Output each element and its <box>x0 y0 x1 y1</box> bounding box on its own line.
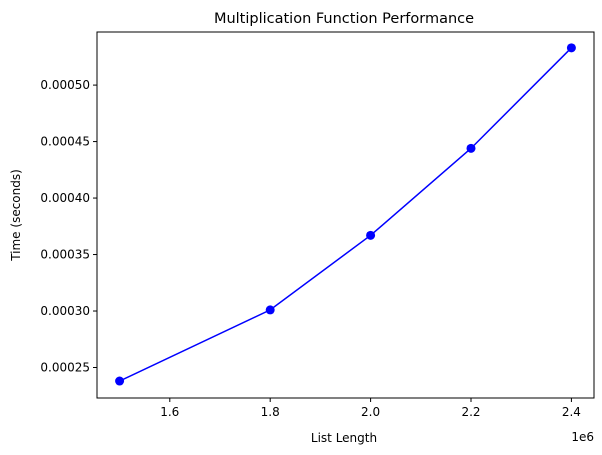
y-tick-label: 0.00040 <box>40 191 90 205</box>
data-point <box>566 43 576 53</box>
x-axis-label: List Length <box>311 431 377 445</box>
x-tick-label: 1.6 <box>160 405 179 419</box>
x-tick-label: 1.8 <box>261 405 280 419</box>
data-point <box>265 305 275 315</box>
data-point <box>466 143 476 153</box>
series-layer <box>115 43 576 386</box>
y-axis-label: Time (seconds) <box>9 169 23 262</box>
x-axis: 1.6 1.8 2.0 2.2 2.4 <box>160 398 581 419</box>
y-tick-label: 0.00025 <box>40 361 90 375</box>
y-tick-label: 0.00030 <box>40 304 90 318</box>
plot-frame <box>96 31 595 399</box>
data-point <box>115 376 125 386</box>
x-tick-label: 2.0 <box>361 405 380 419</box>
x-axis-multiplier: 1e6 <box>571 430 594 444</box>
data-point <box>366 230 376 240</box>
y-tick-label: 0.00035 <box>40 248 90 262</box>
x-tick-label: 2.4 <box>562 405 581 419</box>
y-tick-label: 0.00050 <box>40 78 90 92</box>
chart-title: Multiplication Function Performance <box>214 11 474 27</box>
series-line <box>119 47 572 382</box>
y-axis: 0.00025 0.00030 0.00035 0.00040 0.00045 0.000… <box>40 78 97 375</box>
x-tick-label: 2.2 <box>461 405 480 419</box>
y-tick-label: 0.00045 <box>40 135 90 149</box>
